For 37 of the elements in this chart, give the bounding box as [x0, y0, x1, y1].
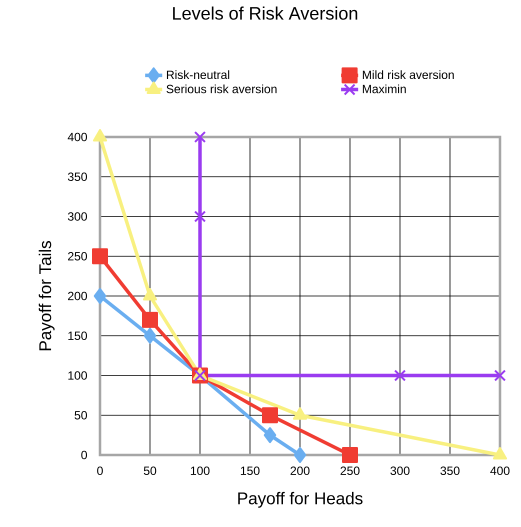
x-tick-label: 150 — [240, 466, 260, 476]
legend-label: Serious risk aversion — [166, 84, 277, 94]
y-tick-label: 200 — [68, 292, 87, 300]
y-tick-label: 150 — [68, 332, 87, 340]
y-tick-label: 250 — [68, 252, 87, 260]
legend-label: Risk-neutral — [166, 70, 230, 80]
point — [92, 248, 108, 264]
point — [94, 288, 106, 304]
y-tick-label: 50 — [74, 411, 87, 420]
y-tick-label: 0 — [81, 450, 88, 460]
x-tick-label: 100 — [190, 466, 210, 476]
point — [394, 370, 406, 382]
x-tick-label: 250 — [340, 466, 360, 476]
point — [264, 427, 276, 444]
point — [144, 328, 156, 344]
legend-label: Mild risk aversion — [362, 70, 454, 80]
legend-label: Maximin — [362, 84, 406, 94]
x-tick-label: 50 — [144, 466, 156, 476]
chart-title: Levels of Risk Aversion — [173, 6, 358, 20]
point — [294, 446, 306, 463]
x-tick-label: 350 — [440, 466, 460, 476]
point — [194, 131, 206, 143]
x-tick-label: 400 — [490, 466, 510, 476]
y-tick-label: 400 — [68, 132, 87, 142]
x-tick-label: 300 — [390, 466, 410, 476]
point — [262, 407, 278, 424]
point — [194, 210, 206, 222]
y-tick-label: 300 — [68, 212, 87, 221]
y-axis-title: Payoff for Tails — [38, 241, 55, 350]
x-axis-title: Payoff for Heads — [238, 492, 363, 508]
point — [142, 312, 158, 328]
y-tick-label: 350 — [68, 172, 87, 181]
point — [342, 446, 358, 463]
x-tick-label: 0 — [97, 466, 103, 476]
point — [494, 370, 506, 382]
x-tick-label: 200 — [290, 466, 310, 476]
y-tick-label: 100 — [68, 371, 87, 380]
